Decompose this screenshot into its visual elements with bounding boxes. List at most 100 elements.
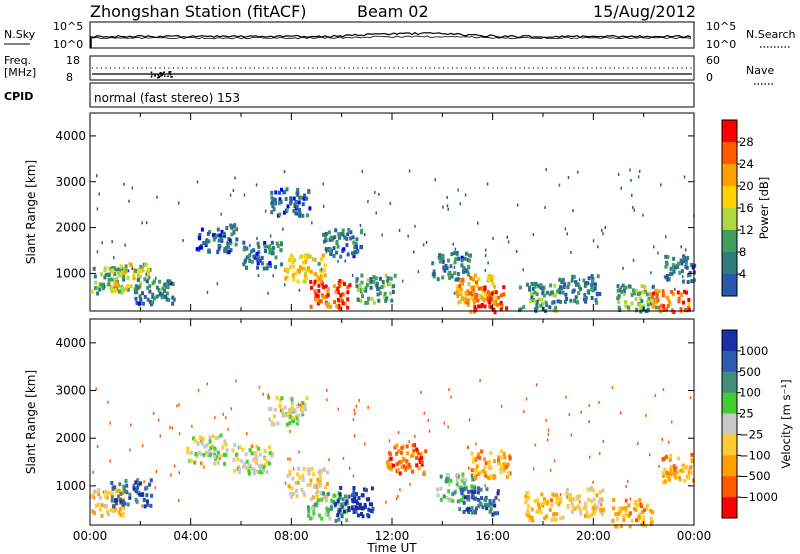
data-cell — [544, 206, 546, 209]
data-cell — [677, 299, 681, 304]
data-cell — [207, 239, 211, 244]
data-cell — [458, 485, 462, 490]
data-cell — [214, 416, 216, 420]
data-cell — [256, 261, 260, 266]
data-cell — [341, 301, 345, 306]
data-cell — [249, 244, 251, 247]
data-cell — [679, 307, 683, 312]
data-cell — [286, 474, 290, 479]
data-cell — [579, 500, 581, 504]
data-cell — [219, 454, 223, 459]
data-cell — [334, 228, 338, 233]
data-cell — [245, 255, 249, 260]
data-cell — [333, 237, 335, 240]
data-cell — [380, 285, 384, 290]
data-cell — [254, 469, 258, 474]
data-cell — [378, 276, 382, 281]
freq-label: Freq. — [4, 54, 31, 67]
data-cell — [589, 455, 591, 459]
data-cell — [465, 290, 469, 295]
data-cell — [245, 459, 249, 464]
data-cell — [257, 255, 260, 260]
data-cell — [407, 462, 411, 467]
data-cell — [121, 511, 125, 516]
data-cell — [224, 442, 228, 447]
data-cell — [109, 508, 113, 513]
data-cell — [679, 468, 683, 473]
data-cell — [117, 267, 120, 272]
data-cell — [240, 458, 244, 463]
data-cell — [601, 507, 605, 512]
colorbar-tick-label: 12 — [739, 223, 754, 237]
data-cell — [544, 300, 548, 305]
data-cell — [537, 283, 540, 288]
data-cell — [109, 421, 111, 425]
data-cell — [456, 272, 460, 276]
data-cell — [104, 285, 106, 289]
data-cell — [330, 498, 334, 503]
y-tick-label: 1000 — [55, 266, 86, 280]
data-cell — [374, 276, 378, 281]
data-cell — [672, 269, 676, 274]
beam-label: Beam 02 — [357, 2, 429, 21]
data-cell — [574, 282, 578, 287]
data-cell — [158, 279, 161, 284]
data-cell — [360, 230, 363, 235]
data-cell — [272, 246, 275, 250]
data-cell — [536, 383, 538, 387]
data-cell — [298, 208, 301, 213]
data-cell — [663, 467, 667, 472]
data-cell — [306, 505, 310, 510]
data-cell — [220, 229, 224, 234]
data-cell — [432, 269, 436, 274]
data-cell — [100, 513, 104, 518]
freq-point — [150, 71, 153, 74]
data-cell — [566, 232, 568, 236]
data-cell — [494, 290, 498, 295]
data-cell — [344, 501, 348, 506]
data-cell — [633, 291, 637, 296]
data-cell — [126, 502, 130, 507]
data-cell — [126, 284, 129, 289]
data-cell — [564, 227, 567, 231]
data-cell — [468, 258, 471, 263]
data-cell — [535, 305, 539, 310]
data-cell — [461, 472, 465, 477]
data-cell — [415, 447, 419, 452]
data-cell — [342, 509, 346, 514]
data-cell — [310, 506, 314, 511]
data-cell — [636, 503, 639, 508]
data-cell — [322, 232, 325, 237]
data-cell — [637, 442, 639, 445]
data-cell — [479, 293, 483, 298]
data-cell — [377, 286, 381, 291]
data-cell — [545, 418, 547, 422]
data-cell — [354, 242, 358, 246]
data-cell — [678, 476, 682, 480]
data-cell — [126, 275, 130, 280]
data-cell — [505, 474, 509, 479]
data-cell — [682, 279, 685, 284]
data-cell — [302, 490, 305, 495]
data-cell — [682, 300, 685, 305]
data-cell — [434, 178, 436, 182]
data-cell — [289, 410, 293, 415]
data-cell — [378, 291, 382, 296]
data-cell — [460, 498, 464, 502]
data-cell — [272, 414, 276, 419]
x-tick-label: 04:00 — [173, 529, 208, 543]
data-cell — [381, 233, 383, 237]
data-cell — [651, 286, 653, 289]
x-tick-label: 12:00 — [375, 529, 410, 543]
data-cell — [470, 451, 474, 456]
data-cell — [319, 491, 323, 496]
data-cell — [683, 289, 686, 294]
data-cell — [216, 282, 219, 286]
data-cell — [173, 464, 176, 468]
data-cell — [349, 236, 353, 241]
data-cell — [143, 294, 147, 299]
data-cell — [92, 266, 96, 271]
data-cell — [206, 382, 208, 386]
data-cell — [136, 285, 140, 290]
data-cell — [167, 298, 171, 302]
